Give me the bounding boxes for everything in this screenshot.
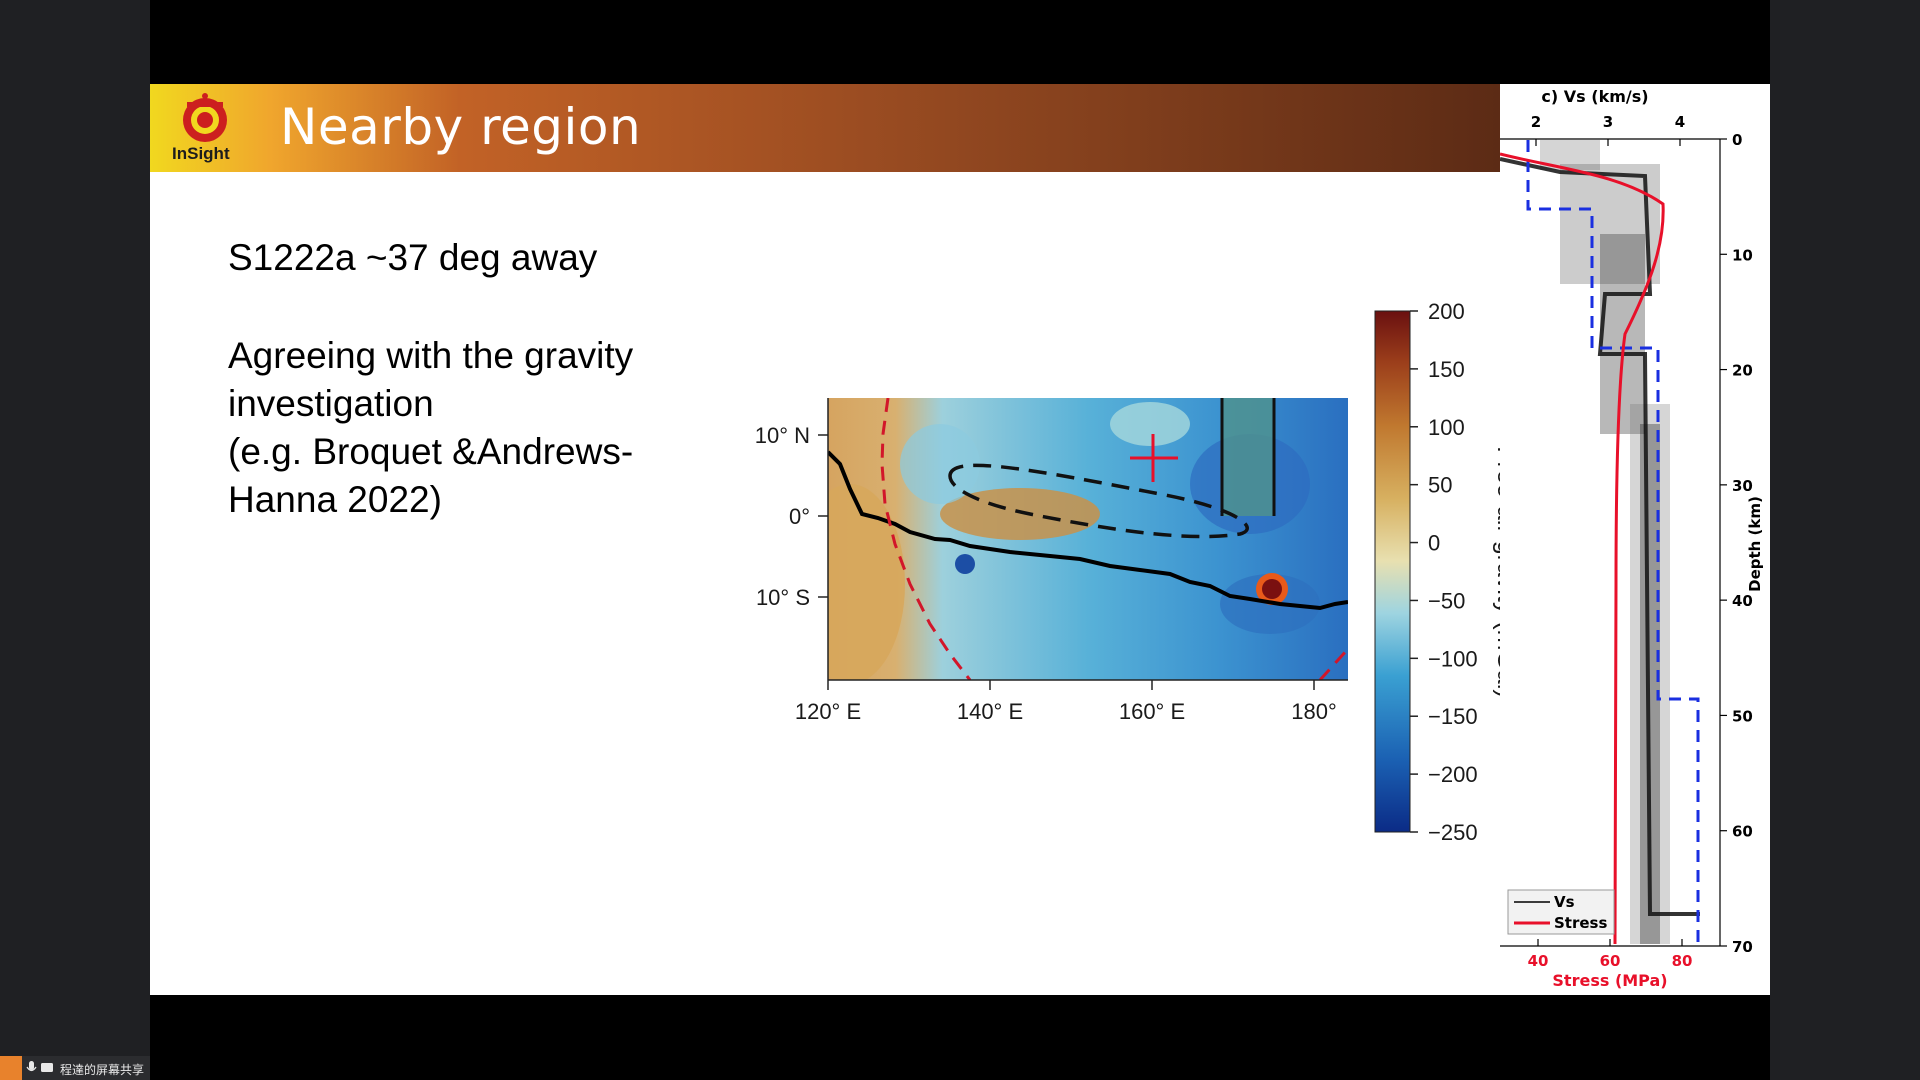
colorbar-tick-label: 100 [1428, 415, 1465, 440]
right-letterbox [1770, 0, 1920, 1080]
presentation-slide: InSight Nearby region S1222a ~37 deg awa… [150, 84, 1770, 995]
colorbar-tick-label: 0 [1428, 531, 1440, 556]
vs-reference-dashed-line [1526, 140, 1700, 944]
depth-tick-label: 70 [1732, 938, 1753, 956]
stress-axis-ticks: 40 60 80 [1528, 939, 1693, 970]
stress-line [1500, 152, 1665, 945]
depth-tick-label: 60 [1732, 823, 1753, 841]
lon-tick-label: 160° E [1119, 699, 1185, 724]
depth-tick-label: 50 [1732, 707, 1753, 725]
participant-icon[interactable] [0, 1056, 22, 1080]
lon-tick-label: 120° E [795, 699, 861, 724]
depth-tick-label: 40 [1732, 592, 1753, 610]
colorbar-tick-label: −50 [1428, 588, 1465, 613]
depth-tick-label: 0 [1732, 131, 1742, 149]
depth-tick-label: 30 [1732, 477, 1753, 495]
slide-text-distance: S1222a ~37 deg away [228, 237, 598, 278]
lon-tick-label: 180° [1291, 699, 1337, 724]
mic-camera-icon[interactable] [26, 1060, 56, 1076]
colorbar-tick-label: −100 [1428, 646, 1478, 671]
stress-tick-label: 80 [1672, 952, 1693, 970]
text-line: Agreeing with the gravity [228, 335, 634, 376]
gravity-colorbar [1374, 310, 1411, 833]
vs-tick-label: 2 [1531, 113, 1541, 131]
lat-tick-label: 10° N [755, 423, 810, 448]
slide-title: Nearby region [280, 98, 642, 156]
vs-axis-ticks: 2 3 4 [1531, 113, 1685, 146]
left-letterbox [0, 0, 150, 1080]
chart-title: c) Vs (km/s) [1541, 87, 1648, 106]
colorbar-tick-label: −250 [1428, 820, 1478, 845]
lat-tick-label: 0° [789, 504, 810, 529]
insight-logo: InSight [150, 84, 260, 172]
text-line: Hanna 2022) [228, 479, 442, 520]
lon-tick-label: 140° E [957, 699, 1023, 724]
logo-label: InSight [172, 144, 230, 163]
screenshare-label: 程達的屏幕共享 [60, 1063, 145, 1077]
legend-vs-label: Vs [1554, 893, 1575, 911]
gravity-map-figure: 10° N 0° 10° S 120° E 140° E 160° E 180°… [755, 299, 1520, 845]
depth-tick-label: 10 [1732, 246, 1753, 264]
gravity-map [818, 398, 1348, 690]
text-line: investigation [228, 383, 434, 424]
vs-tick-label: 3 [1603, 113, 1613, 131]
colorbar-tick-label: −150 [1428, 704, 1478, 729]
depth-axis-ticks: 0 10 20 30 40 50 60 70 [1720, 131, 1753, 956]
stress-tick-label: 60 [1600, 952, 1621, 970]
stress-axis-label: Stress (MPa) [1552, 971, 1667, 990]
colorbar-tick-label: −200 [1428, 762, 1478, 787]
colorbar-tick-label: 150 [1428, 357, 1465, 382]
screenshare-bar [0, 1056, 150, 1080]
insight-logo-icon [183, 93, 227, 142]
colorbar-tick-label: 50 [1428, 473, 1452, 498]
depth-tick-label: 20 [1732, 362, 1753, 380]
depth-axis-label: Depth (km) [1746, 496, 1764, 592]
slide-title-banner: InSight Nearby region [150, 84, 1500, 172]
colorbar-ticks: 200 150 100 50 0 −50 −100 −150 −200 −250 [1410, 299, 1478, 845]
vs-tick-label: 4 [1675, 113, 1685, 131]
legend-stress-label: Stress [1554, 914, 1607, 932]
slide-text-gravity: Agreeing with the gravity investigation … [228, 332, 633, 524]
lat-tick-label: 10° S [756, 585, 810, 610]
legend: Vs Stress [1507, 889, 1615, 935]
colorbar-tick-label: 200 [1428, 299, 1465, 324]
text-line: (e.g. Broquet &Andrews- [228, 431, 634, 472]
stress-tick-label: 40 [1528, 952, 1549, 970]
